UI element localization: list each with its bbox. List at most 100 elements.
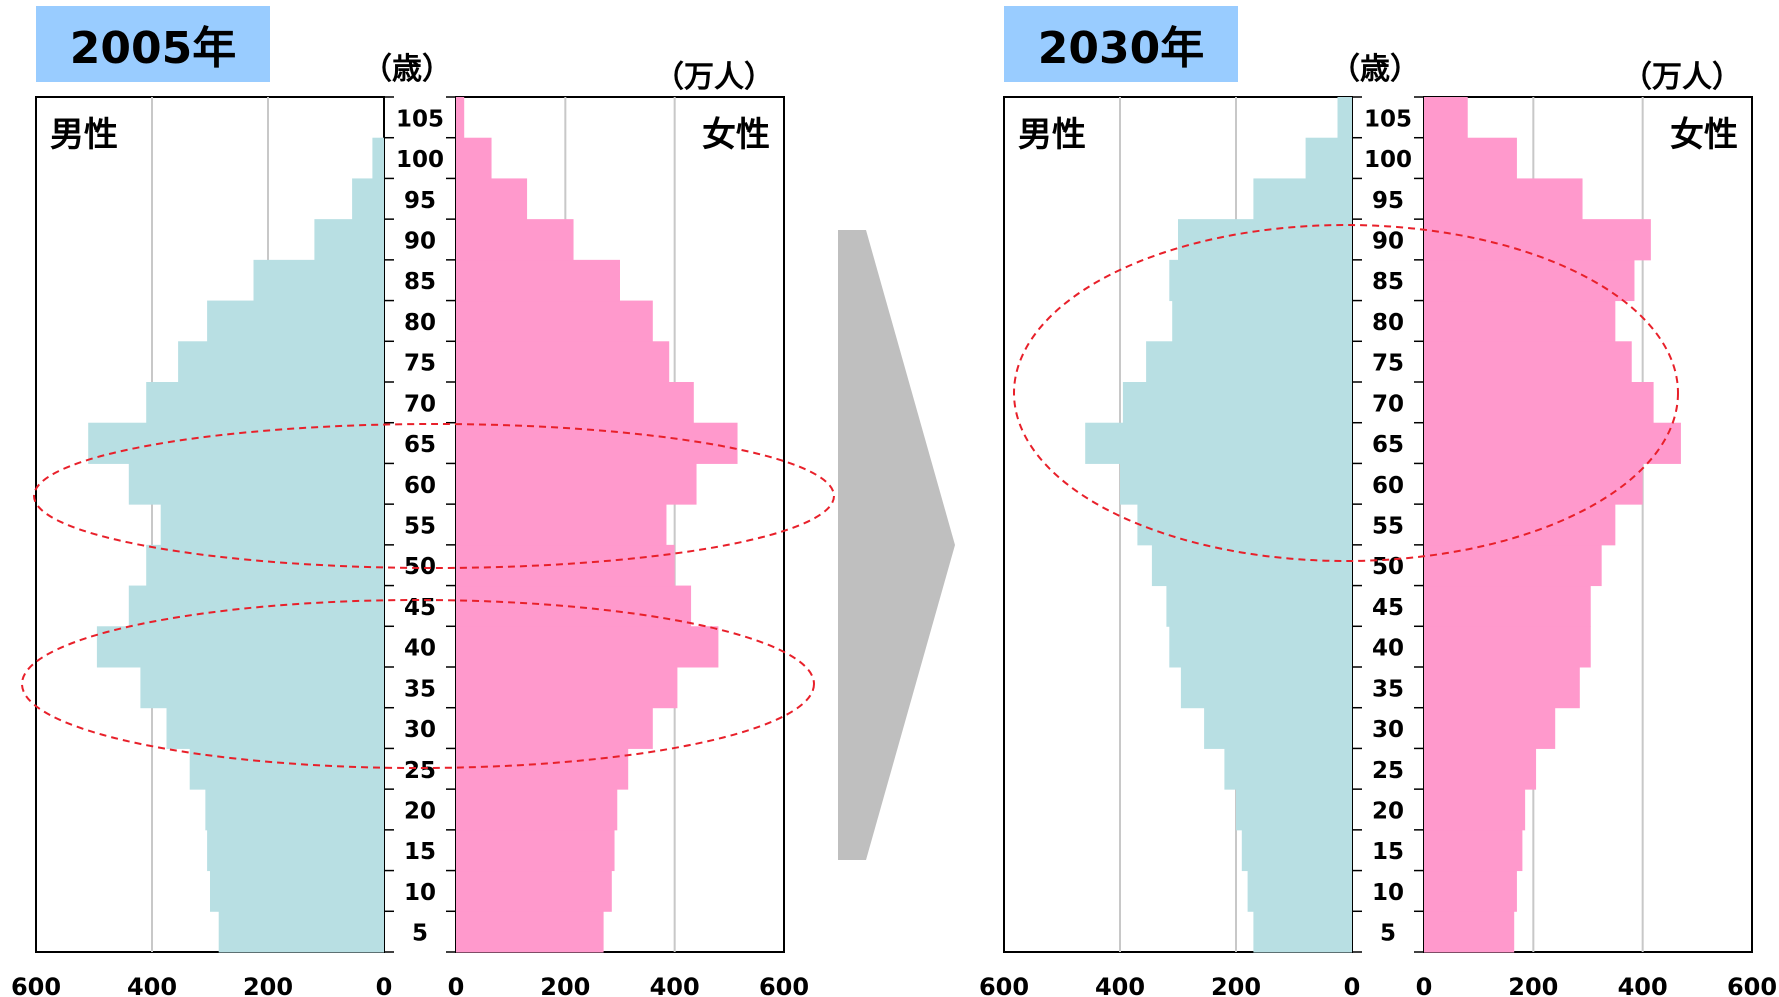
male-bar bbox=[1146, 341, 1352, 383]
male-value-tick-label: 400 bbox=[127, 973, 177, 997]
male-bar bbox=[1305, 137, 1352, 179]
male-bar bbox=[1172, 300, 1352, 342]
age-tick-label: 45 bbox=[404, 595, 436, 621]
female-bar bbox=[456, 870, 612, 912]
male-bar bbox=[1337, 97, 1352, 139]
female-bar bbox=[1424, 137, 1517, 179]
female-bar bbox=[456, 300, 653, 342]
age-tick-label: 100 bbox=[1364, 147, 1412, 173]
female-bar bbox=[1424, 504, 1616, 546]
age-tick-label: 70 bbox=[404, 391, 436, 417]
female-bar bbox=[1424, 870, 1517, 912]
male-value-tick-label: 200 bbox=[243, 973, 293, 997]
male-value-tick-label: 0 bbox=[1344, 973, 1361, 997]
male-bar bbox=[1253, 911, 1352, 953]
female-bar bbox=[456, 422, 738, 464]
female-bar bbox=[456, 137, 492, 179]
pyramid-2030: 1051009590858075706560555045403530252015… bbox=[979, 96, 1777, 997]
age-unit-label-2030: （歳） bbox=[1330, 52, 1420, 87]
male-bar bbox=[1247, 870, 1352, 912]
age-tick-label: 15 bbox=[404, 839, 436, 865]
age-tick-label: 45 bbox=[1372, 595, 1404, 621]
female-bar bbox=[456, 97, 465, 139]
female-bar bbox=[1424, 667, 1580, 709]
female-bar bbox=[1424, 259, 1635, 302]
age-tick-label: 75 bbox=[404, 351, 436, 377]
transition-arrow bbox=[838, 230, 955, 860]
male-bar bbox=[1166, 585, 1352, 627]
age-tick-label: 80 bbox=[404, 310, 436, 336]
male-value-tick-label: 400 bbox=[1095, 973, 1145, 997]
annotation-ellipse bbox=[33, 423, 835, 569]
age-tick-label: 85 bbox=[404, 269, 436, 295]
chart-title-2005: 2005年 bbox=[36, 6, 270, 82]
female-bar bbox=[456, 911, 604, 953]
male-label: 男性 bbox=[1018, 115, 1086, 155]
male-bar bbox=[314, 219, 384, 261]
male-bar bbox=[1120, 463, 1352, 505]
male-bar bbox=[1085, 422, 1352, 464]
male-bar bbox=[218, 911, 384, 953]
male-bar bbox=[1204, 707, 1352, 749]
female-bar bbox=[1424, 626, 1591, 668]
male-bar bbox=[210, 870, 384, 912]
female-value-tick-label: 0 bbox=[1416, 973, 1433, 997]
age-tick-label: 75 bbox=[1372, 351, 1404, 377]
male-bar bbox=[1137, 504, 1352, 546]
female-bar bbox=[1424, 97, 1468, 139]
female-bar bbox=[456, 829, 615, 872]
age-tick-label: 80 bbox=[1372, 310, 1404, 336]
female-value-tick-label: 400 bbox=[650, 973, 700, 997]
male-bar bbox=[128, 463, 384, 505]
female-value-tick-label: 400 bbox=[1618, 973, 1668, 997]
age-tick-label: 40 bbox=[404, 636, 436, 662]
male-label: 男性 bbox=[50, 115, 118, 155]
female-bar bbox=[456, 789, 618, 831]
female-label: 女性 bbox=[702, 115, 770, 155]
female-value-tick-label: 0 bbox=[448, 973, 465, 997]
age-tick-label: 105 bbox=[396, 106, 444, 132]
male-bar bbox=[140, 667, 384, 709]
male-bar bbox=[372, 137, 384, 179]
male-bar bbox=[178, 341, 384, 383]
age-tick-label: 10 bbox=[404, 880, 436, 906]
female-bar bbox=[1424, 911, 1515, 953]
male-value-tick-label: 200 bbox=[1211, 973, 1261, 997]
age-tick-label: 20 bbox=[404, 799, 436, 825]
female-value-tick-label: 200 bbox=[1508, 973, 1558, 997]
female-bar bbox=[456, 341, 670, 383]
female-bar bbox=[456, 504, 667, 546]
female-bar bbox=[1424, 585, 1591, 627]
male-bar bbox=[128, 585, 384, 627]
female-bar bbox=[456, 748, 629, 790]
male-value-tick-label: 0 bbox=[376, 973, 393, 997]
male-bar bbox=[146, 382, 384, 424]
female-bar bbox=[1424, 707, 1556, 749]
age-tick-label: 65 bbox=[1372, 432, 1404, 458]
age-tick-label: 5 bbox=[1380, 921, 1396, 947]
pyramid-2005: 1051009590858075706560555045403530252015… bbox=[11, 96, 835, 997]
annotation-ellipse bbox=[21, 599, 815, 769]
age-tick-label: 70 bbox=[1372, 391, 1404, 417]
age-tick-label: 90 bbox=[404, 229, 436, 255]
age-tick-label: 20 bbox=[1372, 799, 1404, 825]
female-bar bbox=[456, 544, 675, 587]
male-bar bbox=[88, 422, 384, 464]
female-bar bbox=[456, 626, 719, 668]
female-bar bbox=[456, 667, 678, 709]
male-bar bbox=[146, 544, 384, 587]
age-tick-label: 55 bbox=[404, 514, 436, 540]
female-bar bbox=[1424, 748, 1537, 790]
chart-title-2030: 2030年 bbox=[1004, 6, 1238, 82]
female-value-tick-label: 600 bbox=[759, 973, 809, 997]
male-bar bbox=[160, 504, 384, 546]
female-bar bbox=[456, 219, 574, 261]
age-tick-label: 85 bbox=[1372, 269, 1404, 295]
age-tick-label: 50 bbox=[404, 554, 436, 580]
male-bar bbox=[1169, 259, 1352, 302]
age-tick-label: 35 bbox=[404, 676, 436, 702]
age-tick-label: 40 bbox=[1372, 636, 1404, 662]
male-bar bbox=[166, 707, 384, 749]
age-tick-label: 105 bbox=[1364, 106, 1412, 132]
